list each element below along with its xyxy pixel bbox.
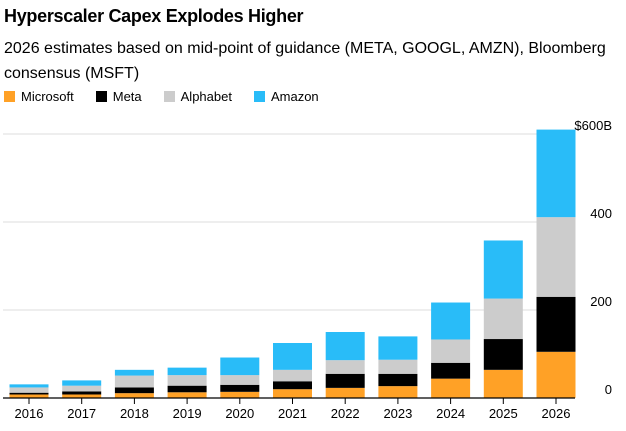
legend-item: Meta (95, 89, 142, 104)
bar-segment-microsoft (431, 378, 471, 398)
bar-segment-amazon (273, 343, 312, 370)
y-tick-label: 200 (590, 294, 612, 309)
bar-segment-amazon (325, 332, 365, 361)
bar-segment-meta (536, 296, 576, 352)
bar-segment-amazon (220, 357, 260, 376)
x-tick-label: 2025 (489, 406, 518, 421)
legend-label: Meta (112, 89, 142, 104)
legend-item: Alphabet (163, 89, 232, 104)
x-tick-label: 2018 (120, 406, 149, 421)
bar-segment-microsoft (536, 351, 576, 398)
bar-segment-amazon (536, 129, 576, 218)
legend-label: Alphabet (180, 89, 232, 104)
bar-segment-microsoft (325, 387, 365, 398)
bar-segment-microsoft (62, 394, 102, 398)
legend-item: Microsoft (4, 89, 74, 104)
bar-segment-amazon (62, 380, 102, 386)
bar-segment-alphabet (483, 298, 523, 340)
legend: Microsoft Meta Alphabet Amazon (4, 89, 341, 104)
bar-segment-microsoft (273, 389, 312, 398)
bar-segment-alphabet (114, 375, 154, 388)
y-tick-label: $600B (574, 118, 612, 133)
bar-segment-meta (62, 391, 102, 395)
bar-segment-meta (431, 362, 471, 379)
bar-segment-meta (167, 385, 207, 393)
bar-segment-alphabet (378, 359, 418, 374)
legend-swatch (95, 91, 107, 102)
bar-segment-microsoft (167, 392, 207, 398)
bar-segment-meta (9, 392, 49, 395)
x-tick-label: 2023 (383, 406, 412, 421)
bar-segment-alphabet (62, 385, 102, 392)
bar-segment-meta (114, 387, 154, 394)
y-tick-label: 400 (590, 206, 612, 221)
bar-segment-meta (325, 373, 365, 388)
legend-swatch (4, 91, 15, 102)
x-tick-label: 2020 (225, 406, 254, 421)
legend-swatch (253, 91, 265, 102)
x-tick-label: 2016 (15, 406, 44, 421)
bar-segment-amazon (378, 336, 418, 360)
bar-segment-meta (273, 381, 312, 390)
bar-segment-alphabet (273, 369, 312, 382)
legend-item: Amazon (253, 89, 319, 104)
bar-segment-alphabet (325, 360, 365, 374)
chart-subtitle: 2026 estimates based on mid-point of gui… (4, 40, 606, 82)
bar-segment-meta (483, 339, 523, 370)
legend-label: Amazon (270, 89, 319, 104)
bar-segment-microsoft (114, 393, 154, 398)
x-tick-label: 2017 (67, 406, 96, 421)
bar-segment-microsoft (220, 391, 260, 398)
bar-segment-meta (378, 373, 418, 387)
bar-segment-amazon (9, 384, 49, 388)
legend-label: Microsoft (21, 89, 74, 104)
x-tick-label: 2024 (436, 406, 465, 421)
bar-segment-alphabet (536, 217, 576, 297)
chart-title: Hyperscaler Capex Explodes Higher (4, 6, 304, 26)
bar-segment-amazon (167, 367, 207, 376)
x-tick-label: 2026 (542, 406, 571, 421)
bar-segment-microsoft (378, 386, 418, 398)
bar-segment-amazon (431, 302, 471, 340)
x-tick-label: 2022 (331, 406, 360, 421)
bar-segment-amazon (483, 240, 523, 299)
legend-swatch (163, 91, 175, 102)
bar-segment-alphabet (220, 375, 260, 385)
x-tick-label: 2019 (173, 406, 202, 421)
x-tick-label: 2021 (278, 406, 307, 421)
bar-segment-amazon (114, 369, 154, 376)
bar-segment-microsoft (483, 369, 523, 398)
bar-segment-microsoft (9, 394, 49, 398)
bar-segment-alphabet (9, 387, 49, 393)
y-tick-label: 0 (605, 382, 612, 397)
bar-segment-alphabet (431, 339, 471, 363)
bar-segment-alphabet (167, 375, 207, 386)
bar-segment-meta (220, 384, 260, 392)
